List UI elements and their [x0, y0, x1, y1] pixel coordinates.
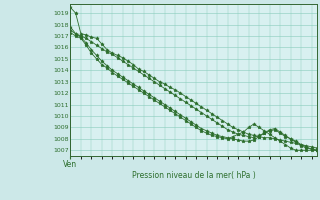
X-axis label: Pression niveau de la mer( hPa ): Pression niveau de la mer( hPa ) — [132, 171, 255, 180]
